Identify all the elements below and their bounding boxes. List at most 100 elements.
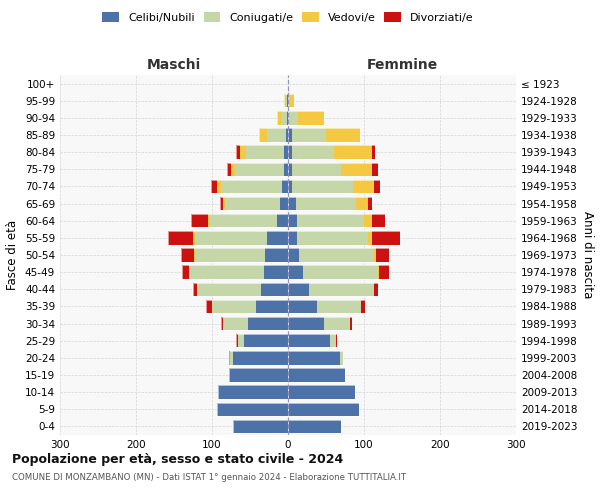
Bar bbox=[288, 128, 360, 141]
Bar bbox=[246, 146, 284, 159]
Bar bbox=[265, 248, 288, 262]
Bar bbox=[182, 266, 288, 279]
Bar bbox=[288, 386, 355, 399]
Bar bbox=[227, 162, 231, 176]
Text: Popolazione per età, sesso e stato civile - 2024: Popolazione per età, sesso e stato civil… bbox=[12, 452, 343, 466]
Bar bbox=[229, 351, 288, 364]
Bar bbox=[288, 111, 325, 124]
Bar bbox=[288, 111, 289, 124]
Bar bbox=[325, 317, 350, 330]
Bar bbox=[288, 368, 345, 382]
Bar bbox=[288, 248, 299, 262]
Bar bbox=[288, 282, 377, 296]
Bar bbox=[218, 386, 288, 399]
Bar bbox=[244, 334, 288, 347]
Bar bbox=[235, 162, 284, 176]
Bar bbox=[262, 282, 288, 296]
Bar bbox=[281, 111, 287, 124]
Y-axis label: Anni di nascita: Anni di nascita bbox=[581, 212, 594, 298]
Bar bbox=[288, 180, 292, 193]
Bar bbox=[181, 248, 288, 262]
Bar bbox=[220, 197, 288, 210]
Bar bbox=[288, 231, 297, 244]
Bar bbox=[288, 146, 376, 159]
Bar bbox=[229, 368, 288, 382]
Bar bbox=[267, 128, 286, 141]
Bar bbox=[292, 180, 353, 193]
Bar bbox=[371, 146, 376, 159]
Bar bbox=[168, 231, 288, 244]
Bar bbox=[223, 317, 248, 330]
Bar bbox=[288, 300, 317, 313]
Bar bbox=[282, 180, 288, 193]
Bar bbox=[288, 77, 289, 90]
Bar bbox=[288, 420, 341, 433]
Bar bbox=[288, 162, 377, 176]
Bar bbox=[193, 231, 194, 244]
Bar bbox=[290, 94, 294, 108]
Bar bbox=[317, 300, 361, 313]
Bar bbox=[336, 334, 337, 347]
Bar bbox=[350, 317, 352, 330]
Bar bbox=[288, 214, 297, 228]
Bar bbox=[288, 231, 400, 244]
Bar bbox=[371, 214, 385, 228]
Bar bbox=[218, 386, 288, 399]
Bar bbox=[217, 402, 288, 416]
Bar bbox=[371, 231, 400, 244]
Bar bbox=[288, 300, 365, 313]
Bar bbox=[236, 334, 288, 347]
Bar bbox=[238, 334, 244, 347]
Bar bbox=[288, 351, 343, 364]
Bar bbox=[284, 94, 286, 108]
Bar bbox=[182, 266, 189, 279]
Bar bbox=[280, 197, 288, 210]
Bar bbox=[193, 282, 197, 296]
Bar bbox=[364, 214, 371, 228]
Bar bbox=[233, 351, 288, 364]
Bar bbox=[292, 146, 334, 159]
Bar bbox=[217, 180, 221, 193]
Bar bbox=[229, 368, 288, 382]
Bar bbox=[287, 94, 288, 108]
Bar bbox=[197, 282, 262, 296]
Bar bbox=[208, 214, 210, 228]
Bar bbox=[288, 266, 303, 279]
Bar bbox=[288, 402, 359, 416]
Bar bbox=[297, 231, 368, 244]
Bar bbox=[168, 231, 193, 244]
Bar bbox=[191, 214, 208, 228]
Bar bbox=[334, 146, 371, 159]
Bar bbox=[221, 180, 282, 193]
Bar bbox=[289, 94, 290, 108]
Bar bbox=[288, 146, 292, 159]
Bar bbox=[377, 266, 379, 279]
Bar bbox=[284, 146, 288, 159]
Bar bbox=[263, 266, 288, 279]
Bar bbox=[288, 334, 330, 347]
Bar bbox=[236, 334, 238, 347]
Bar bbox=[212, 300, 256, 313]
Bar bbox=[240, 146, 246, 159]
Bar bbox=[284, 94, 288, 108]
Bar bbox=[374, 180, 380, 193]
Bar bbox=[248, 317, 288, 330]
Text: Femmine: Femmine bbox=[367, 58, 437, 71]
Bar bbox=[236, 146, 240, 159]
Bar bbox=[288, 94, 294, 108]
Bar bbox=[259, 128, 267, 141]
Bar bbox=[225, 197, 280, 210]
Bar bbox=[193, 282, 288, 296]
Bar bbox=[374, 248, 376, 262]
Bar bbox=[353, 180, 374, 193]
Bar bbox=[284, 162, 288, 176]
Bar bbox=[330, 334, 336, 347]
Bar bbox=[220, 197, 223, 210]
Bar bbox=[297, 214, 364, 228]
Bar bbox=[288, 162, 292, 176]
Bar bbox=[368, 231, 371, 244]
Bar bbox=[288, 368, 345, 382]
Bar bbox=[277, 214, 288, 228]
Bar bbox=[288, 266, 389, 279]
Bar bbox=[356, 197, 368, 210]
